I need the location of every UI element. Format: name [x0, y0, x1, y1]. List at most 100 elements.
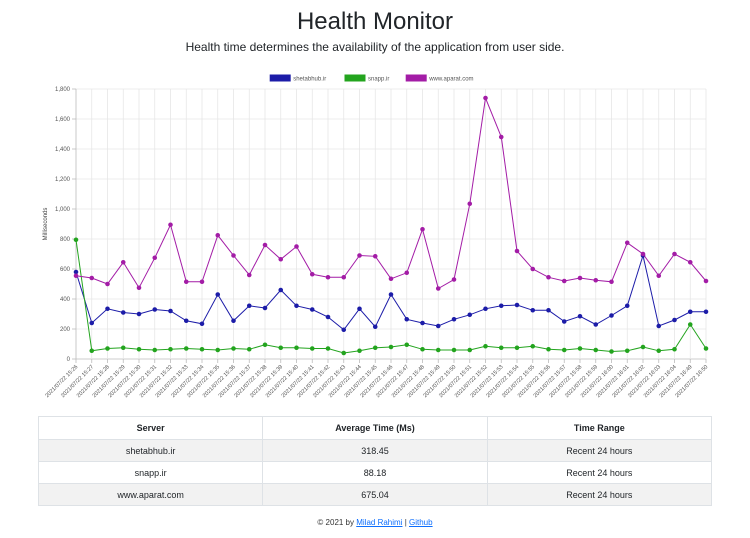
chart-legend[interactable]: shetabhub.ir snapp.ir www.aparat.com: [269, 74, 474, 83]
data-point[interactable]: [483, 95, 488, 101]
data-point[interactable]: [341, 327, 347, 333]
data-point[interactable]: [105, 306, 110, 312]
data-point[interactable]: [183, 318, 189, 324]
data-point[interactable]: [231, 318, 236, 324]
data-point[interactable]: [703, 278, 709, 284]
data-point[interactable]: [656, 348, 662, 354]
data-point[interactable]: [372, 345, 378, 351]
data-point[interactable]: [420, 346, 425, 352]
data-point[interactable]: [152, 347, 158, 353]
data-point[interactable]: [561, 278, 567, 284]
data-point[interactable]: [136, 346, 142, 352]
data-point[interactable]: [215, 292, 221, 297]
data-point[interactable]: [498, 345, 504, 351]
data-point[interactable]: [105, 346, 110, 351]
data-point[interactable]: [577, 275, 583, 281]
data-point[interactable]: [168, 222, 173, 228]
data-point[interactable]: [372, 324, 378, 330]
data-point[interactable]: [435, 323, 441, 329]
data-point[interactable]: [231, 346, 236, 351]
data-point[interactable]: [199, 346, 205, 352]
data-point[interactable]: [593, 322, 599, 327]
data-point[interactable]: [136, 285, 142, 291]
legend-item[interactable]: shetabhub.ir: [269, 74, 326, 83]
data-point[interactable]: [451, 316, 457, 322]
data-point[interactable]: [357, 306, 362, 312]
data-point[interactable]: [609, 349, 614, 354]
data-point[interactable]: [435, 347, 441, 353]
data-point[interactable]: [357, 348, 362, 354]
data-point[interactable]: [73, 237, 79, 243]
data-point[interactable]: [152, 307, 158, 312]
data-point[interactable]: [168, 308, 173, 314]
data-point[interactable]: [530, 266, 536, 272]
data-point[interactable]: [89, 320, 95, 326]
data-point[interactable]: [325, 346, 331, 351]
data-point[interactable]: [498, 134, 504, 140]
data-point[interactable]: [404, 342, 410, 348]
data-point[interactable]: [294, 244, 299, 249]
data-point[interactable]: [420, 226, 425, 232]
data-point[interactable]: [262, 242, 268, 248]
data-point[interactable]: [687, 259, 693, 265]
data-point[interactable]: [435, 286, 441, 291]
data-point[interactable]: [199, 321, 205, 327]
data-point[interactable]: [278, 345, 284, 351]
data-point[interactable]: [593, 347, 599, 353]
data-point[interactable]: [498, 303, 504, 309]
data-point[interactable]: [561, 347, 567, 353]
data-point[interactable]: [404, 316, 410, 322]
data-point[interactable]: [215, 347, 221, 353]
data-point[interactable]: [561, 319, 567, 324]
data-point[interactable]: [183, 279, 189, 285]
data-point[interactable]: [341, 350, 347, 356]
github-link[interactable]: Github: [409, 518, 433, 527]
data-point[interactable]: [546, 346, 551, 352]
data-point[interactable]: [467, 347, 473, 353]
data-point[interactable]: [514, 302, 520, 308]
data-point[interactable]: [656, 323, 662, 329]
data-point[interactable]: [687, 322, 693, 327]
data-point[interactable]: [136, 311, 142, 317]
data-point[interactable]: [309, 307, 315, 312]
data-point[interactable]: [546, 307, 551, 313]
data-point[interactable]: [183, 346, 189, 351]
data-point[interactable]: [420, 320, 425, 326]
data-point[interactable]: [467, 312, 473, 318]
data-point[interactable]: [404, 270, 410, 276]
data-point[interactable]: [246, 346, 252, 352]
data-point[interactable]: [246, 272, 252, 278]
data-point[interactable]: [640, 251, 646, 257]
data-point[interactable]: [388, 276, 394, 282]
data-point[interactable]: [530, 343, 536, 349]
data-point[interactable]: [624, 303, 630, 309]
data-point[interactable]: [278, 287, 284, 293]
data-point[interactable]: [341, 274, 347, 280]
data-point[interactable]: [672, 346, 677, 352]
data-point[interactable]: [262, 342, 268, 348]
data-point[interactable]: [609, 313, 614, 318]
data-point[interactable]: [168, 346, 173, 352]
data-point[interactable]: [577, 313, 583, 319]
data-point[interactable]: [467, 201, 473, 207]
data-point[interactable]: [451, 277, 457, 282]
data-point[interactable]: [294, 303, 299, 309]
data-point[interactable]: [89, 275, 95, 281]
data-point[interactable]: [309, 346, 315, 351]
data-point[interactable]: [656, 273, 662, 279]
legend-item[interactable]: www.aparat.com: [405, 74, 474, 83]
data-point[interactable]: [483, 343, 488, 349]
data-point[interactable]: [609, 279, 614, 285]
data-point[interactable]: [672, 317, 677, 323]
data-point[interactable]: [309, 271, 315, 277]
data-point[interactable]: [672, 251, 677, 257]
data-point[interactable]: [89, 348, 95, 354]
data-point[interactable]: [687, 309, 693, 315]
data-point[interactable]: [451, 347, 457, 353]
data-point[interactable]: [152, 255, 158, 261]
data-point[interactable]: [514, 345, 520, 351]
data-point[interactable]: [246, 303, 252, 309]
legend-item[interactable]: snapp.ir: [344, 74, 389, 83]
data-point[interactable]: [357, 253, 362, 258]
data-point[interactable]: [624, 240, 630, 246]
